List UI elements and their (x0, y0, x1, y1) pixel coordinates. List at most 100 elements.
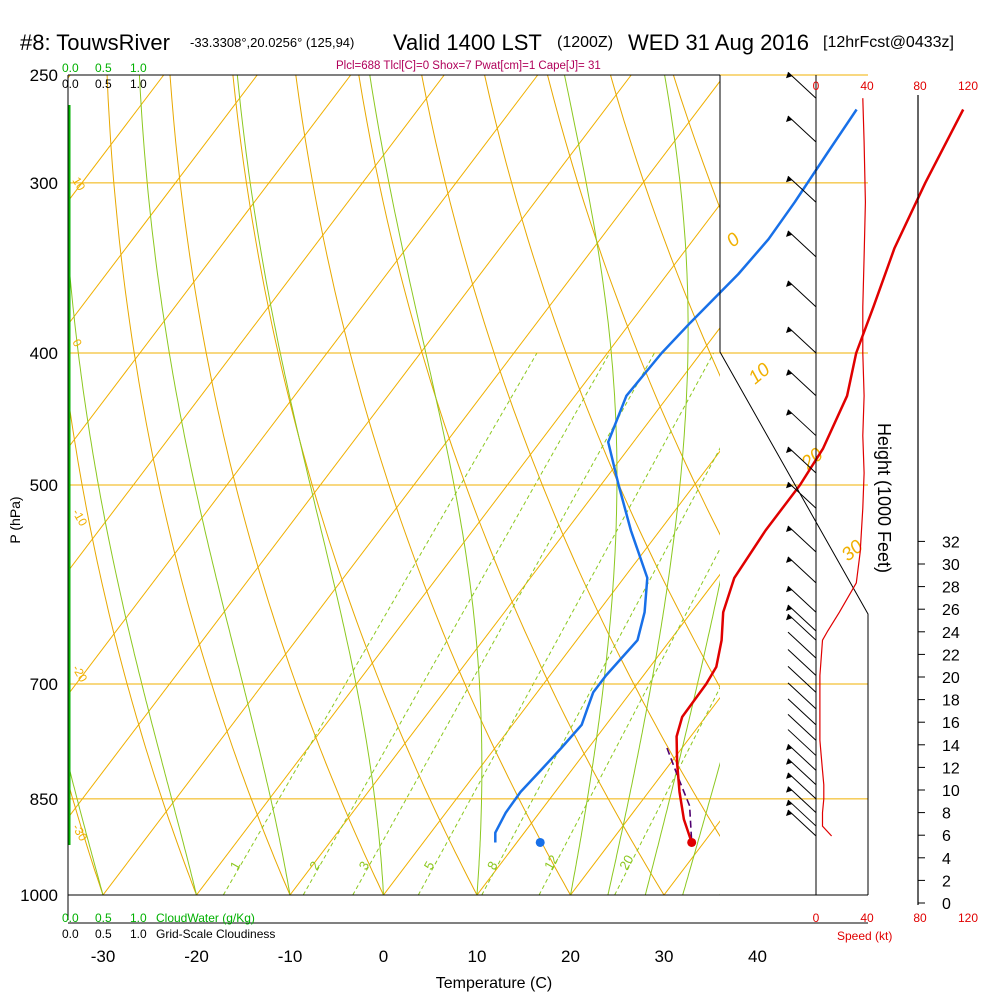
height-tick-label: 0 (942, 896, 951, 913)
cloudiness-scale-label: 0.0 (62, 927, 79, 941)
height-tick-label: 30 (942, 557, 960, 574)
wind-barb (786, 799, 817, 827)
wind-barb (786, 758, 817, 786)
pressure-tick-label: 850 (30, 790, 58, 809)
dry-adiabat-label: 10 (745, 359, 775, 389)
wind-barb (787, 698, 817, 726)
wind-barb (786, 809, 817, 837)
wind-barb-flag (786, 605, 792, 612)
temperature-tick-label: 10 (468, 947, 487, 966)
moist-adiabat-line (682, 761, 720, 895)
wind-barb-flag (786, 800, 792, 807)
dry-adiabat-line (169, 75, 384, 895)
isotherm-line (851, 75, 1000, 895)
mixing-ratio-label: 20 (616, 852, 636, 872)
wind-barb-staff (787, 326, 817, 354)
wind-barb-staff (787, 809, 817, 837)
isotherm-label: -30 (69, 822, 90, 844)
wind-barb-flag (786, 758, 792, 765)
wind-barb (787, 631, 817, 659)
wind-barb-staff (787, 175, 817, 203)
mixing-ratio-label: 1 (227, 859, 244, 873)
height-tick-label: 28 (942, 580, 960, 597)
surface-temperature-dot (687, 837, 697, 847)
height-tick-label: 12 (942, 760, 960, 777)
wind-barb (786, 743, 817, 771)
wind-barb-staff (787, 280, 817, 308)
isotherm-line (68, 75, 258, 326)
temperature-tick-label: -20 (184, 947, 209, 966)
pressure-tick-label: 700 (30, 675, 58, 694)
wind-barb-staff (787, 481, 817, 509)
wind-barb (786, 556, 817, 584)
wind-barb-flag (786, 369, 792, 376)
pressure-tick-label: 400 (30, 344, 58, 363)
forecast-hour: [12hrFcst@0433z] (823, 34, 954, 51)
dry-adiabat-line (988, 75, 1000, 895)
dry-adiabat-line (358, 75, 665, 895)
mixing-ratio-line (614, 686, 720, 895)
height-tick-label: 18 (942, 693, 960, 710)
moist-adiabat-line (369, 75, 483, 895)
wind-barb-flag (786, 614, 792, 621)
height-tick-label: 20 (942, 670, 960, 687)
wind-barb-staff (787, 799, 817, 827)
isotherm-line (68, 75, 352, 449)
speed-tick-label-top: 120 (958, 79, 978, 93)
cloudiness-scale-label: 1.0 (130, 927, 147, 941)
wind-barb-flag (786, 556, 792, 563)
temperature-tick-label: -10 (278, 947, 303, 966)
isotherm-label: -20 (69, 663, 90, 685)
wind-barb-flag (786, 786, 792, 793)
wind-barbs-column (786, 71, 867, 895)
wind-barb-staff (787, 585, 817, 613)
wind-barb (786, 369, 817, 397)
wind-barb-staff (787, 604, 817, 632)
dry-adiabat-line (925, 75, 1000, 895)
temperature-profile (675, 108, 965, 843)
station-title: #8: TouwsRiver (20, 30, 170, 55)
mixing-ratio-line (417, 352, 715, 895)
wind-barb-flag (786, 482, 792, 489)
wind-barb (786, 409, 817, 437)
isotherm-label: 10 (69, 175, 88, 194)
dry-adiabat-line (68, 780, 104, 895)
wind-barb (786, 585, 817, 613)
height-tick-label: 4 (942, 851, 951, 868)
temperature-tick-label: 20 (561, 947, 580, 966)
forecast-date: WED 31 Aug 2016 (628, 30, 810, 55)
speed-axis-label: Speed (kt) (837, 929, 892, 943)
moist-adiabat-line (68, 246, 197, 895)
dry-adiabat-line (295, 75, 571, 895)
cloud-water-scale-label: 0.5 (95, 911, 112, 925)
height-tick-label: 14 (942, 738, 960, 755)
wind-barb-staff (787, 682, 817, 710)
speed-tick-label-bottom: 80 (913, 911, 927, 925)
cloud-water-label: CloudWater (g/Kg) (156, 911, 255, 925)
pressure-tick-label: 250 (30, 66, 58, 85)
wind-barb-flag (786, 230, 792, 237)
sounding-profiles (494, 108, 965, 847)
wind-barb-flag (786, 447, 792, 454)
dry-adiabat-line (106, 75, 291, 895)
cloud-water-scale-label: 0.5 (95, 61, 112, 75)
wind-barb-staff (787, 369, 817, 397)
dry-adiabat-line (484, 75, 720, 689)
height-tick-label: 10 (942, 783, 960, 800)
cloud-water-scale-label: 1.0 (130, 911, 147, 925)
wind-barb-staff (787, 631, 817, 659)
wind-barb-staff (787, 525, 817, 553)
cloudiness-scale-label: 1.0 (130, 77, 147, 91)
height-tick-label: 2 (942, 873, 951, 890)
cloud-water-scale-label: 0.0 (62, 911, 79, 925)
zulu-time: (1200Z) (557, 34, 614, 51)
wind-barb-flag (786, 327, 792, 334)
x-axis-label: Temperature (C) (436, 975, 552, 992)
wind-barb-flag (786, 586, 792, 593)
dry-adiabat-line (68, 392, 197, 895)
wind-barb (786, 786, 817, 813)
height-tick-label: 24 (942, 625, 960, 642)
dry-adiabat-label: 0 (723, 229, 745, 252)
